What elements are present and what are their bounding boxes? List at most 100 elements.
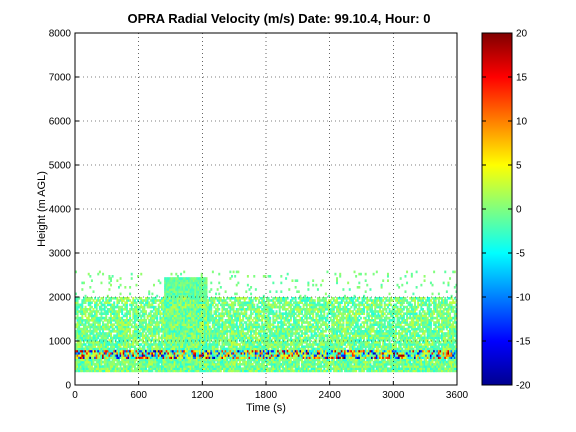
heatmap-cell [181, 301, 184, 304]
heatmap-cell [189, 286, 192, 289]
heatmap-cell [137, 316, 140, 320]
heatmap-cell [173, 349, 176, 353]
heatmap-cell [170, 352, 173, 355]
heatmap-cell [79, 356, 82, 359]
heatmap-cell [229, 349, 232, 353]
heatmap-cell [210, 334, 213, 337]
heatmap-cell [310, 345, 313, 348]
heatmap-cell [234, 299, 237, 302]
heatmap-cell [103, 369, 106, 373]
heatmap-cell [272, 319, 275, 322]
heatmap-cell [154, 349, 157, 353]
heatmap-cell [253, 308, 256, 311]
heatmap-cell [221, 327, 224, 331]
heatmap-cell [234, 301, 237, 304]
heatmap-cell [202, 352, 205, 355]
heatmap-cell [121, 358, 124, 362]
heatmap-cell [162, 303, 165, 307]
heatmap-cell [320, 347, 323, 351]
heatmap-cell [86, 341, 89, 344]
heatmap-cell [129, 312, 132, 315]
heatmap-cell [151, 303, 154, 307]
heatmap-cell [75, 312, 77, 315]
heatmap-cell [202, 356, 205, 359]
heatmap-cell [103, 301, 106, 304]
heatmap-cell [208, 303, 211, 307]
heatmap-cell [197, 288, 200, 291]
heatmap-cell [296, 319, 299, 322]
heatmap-cell [192, 356, 195, 359]
heatmap-cell [124, 297, 127, 300]
heatmap-cell [267, 301, 270, 304]
heatmap-cell [180, 369, 183, 373]
heatmap-cell [122, 354, 125, 357]
heatmap-cell [293, 345, 296, 348]
heatmap-cell [246, 305, 249, 309]
heatmap-cell [89, 365, 92, 368]
heatmap-cell [250, 336, 253, 340]
heatmap-cell [320, 319, 323, 322]
heatmap-cell [305, 301, 308, 304]
heatmap-cell [289, 336, 292, 340]
heatmap-cell [230, 352, 233, 355]
heatmap-cell [122, 299, 125, 302]
heatmap-cell [316, 352, 319, 355]
heatmap-cell [291, 299, 294, 302]
heatmap-cell [173, 343, 176, 346]
heatmap-cell [250, 363, 253, 366]
heatmap-cell [189, 290, 192, 293]
heatmap-cell [261, 323, 264, 326]
heatmap-cell [237, 358, 240, 362]
heatmap-cell [89, 354, 92, 357]
heatmap-cell [195, 334, 198, 337]
heatmap-cell [194, 363, 197, 366]
heatmap-cell [84, 308, 87, 311]
heatmap-cell [221, 341, 224, 344]
heatmap-cell [170, 319, 173, 322]
heatmap-cell [254, 314, 257, 318]
heatmap-cell [78, 347, 81, 351]
heatmap-cell [234, 319, 237, 322]
heatmap-cell [176, 330, 179, 333]
heatmap-cell [81, 352, 84, 355]
heatmap-cell [288, 288, 291, 291]
heatmap-cell [170, 332, 173, 335]
heatmap-cell [135, 332, 138, 335]
heatmap-cell [223, 360, 226, 364]
heatmap-cell [167, 349, 170, 353]
heatmap-cell [149, 358, 152, 362]
heatmap-cell [203, 303, 206, 307]
heatmap-cell [132, 310, 135, 313]
heatmap-cell [229, 305, 232, 309]
heatmap-cell [299, 343, 302, 346]
heatmap-cell [289, 299, 292, 302]
heatmap-cell [216, 360, 219, 364]
heatmap-cell [242, 297, 245, 300]
heatmap-cell [188, 325, 190, 329]
heatmap-cell [165, 299, 168, 302]
heatmap-cell [221, 299, 224, 302]
heatmap-cell [119, 283, 122, 287]
heatmap-cell [160, 341, 163, 344]
heatmap-cell [315, 321, 318, 324]
heatmap-cell [313, 349, 316, 353]
heatmap-cell [253, 356, 256, 359]
heatmap-cell [213, 345, 216, 348]
heatmap-cell [195, 301, 198, 304]
heatmap-cell [205, 294, 208, 298]
heatmap-cell [307, 321, 310, 324]
heatmap-cell [133, 332, 136, 335]
heatmap-cell [270, 334, 273, 337]
heatmap-cell [243, 354, 246, 357]
heatmap-cell [113, 314, 116, 318]
heatmap-cell [267, 310, 270, 313]
heatmap-cell [154, 314, 157, 318]
heatmap-cell [305, 369, 308, 373]
heatmap-cell [81, 354, 84, 357]
heatmap-cell [172, 294, 175, 298]
heatmap-cell [92, 367, 95, 370]
heatmap-cell [232, 347, 235, 351]
heatmap-cell [167, 283, 170, 287]
heatmap-cell [320, 356, 323, 359]
heatmap-cell [81, 288, 84, 291]
